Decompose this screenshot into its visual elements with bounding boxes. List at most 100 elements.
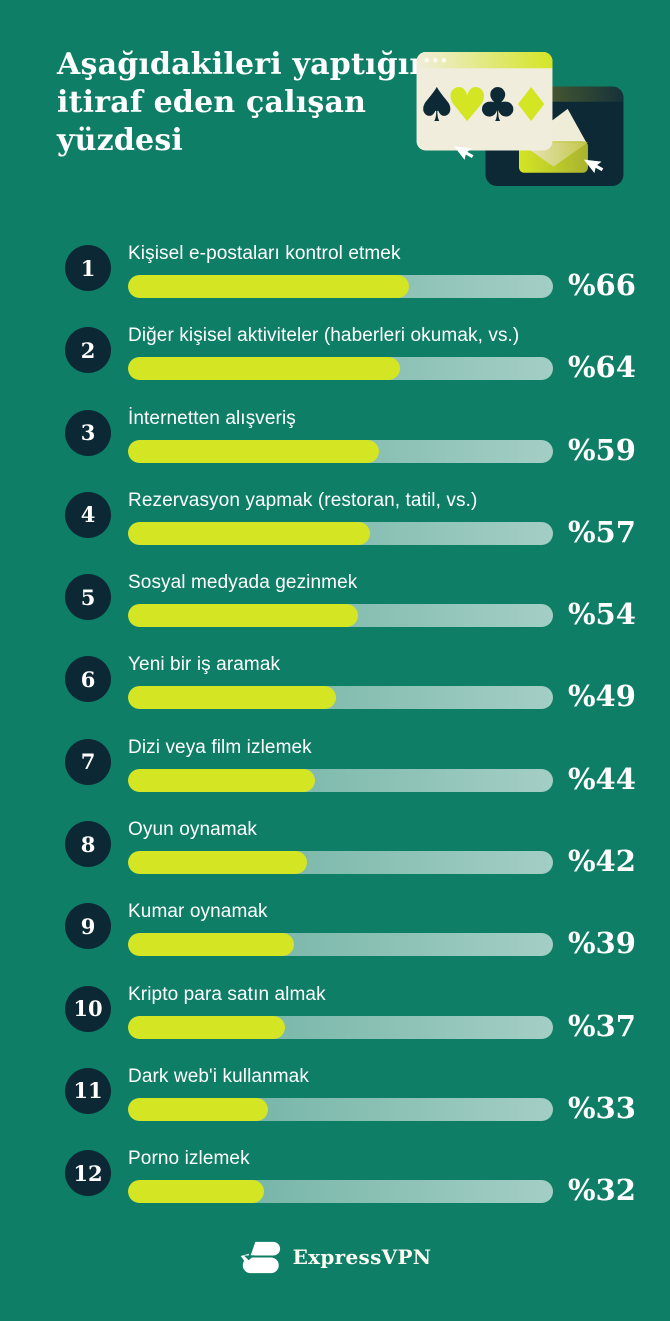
bar-fill bbox=[128, 275, 409, 298]
value-label: %33 bbox=[568, 1090, 636, 1125]
value-label: %39 bbox=[568, 926, 636, 961]
value-label: %64 bbox=[568, 350, 636, 385]
category-label: Dark web'i kullanmak bbox=[128, 1065, 309, 1087]
chart-row: 4 Rezervasyon yapmak (restoran, tatil, v… bbox=[65, 489, 636, 571]
category-label: İnternetten alışveriş bbox=[128, 407, 296, 429]
value-label: %44 bbox=[568, 761, 636, 796]
heart-icon: ♥ bbox=[446, 79, 488, 133]
bar-fill bbox=[128, 604, 358, 628]
rank-badge: 12 bbox=[65, 1150, 111, 1197]
value-label: %32 bbox=[568, 1173, 636, 1208]
bar-fill bbox=[128, 521, 371, 545]
bar-fill bbox=[128, 933, 294, 957]
diamond-icon: ♦ bbox=[510, 79, 552, 133]
chart-row: 11 Dark web'i kullanmak %33 bbox=[65, 1065, 636, 1147]
chart-row: 1 Kişisel e-postaları kontrol etmek %66 bbox=[65, 242, 636, 324]
category-label: Sosyal medyada gezinmek bbox=[128, 572, 358, 594]
bar-chart: 1 Kişisel e-postaları kontrol etmek %66 … bbox=[65, 242, 636, 1230]
cursor-icon bbox=[583, 159, 604, 174]
chart-row: 10 Kripto para satın almak %37 bbox=[65, 983, 636, 1065]
category-label: Kişisel e-postaları kontrol etmek bbox=[128, 243, 401, 264]
chart-row: 7 Dizi veya film izlemek %44 bbox=[65, 736, 636, 818]
rank-badge: 10 bbox=[65, 985, 111, 1032]
rank-number: 9 bbox=[80, 913, 96, 939]
bar-track bbox=[128, 439, 553, 463]
club-icon: ♣ bbox=[477, 79, 519, 133]
bar-track bbox=[128, 686, 553, 710]
chart-row: 9 Kumar oynamak %39 bbox=[65, 900, 636, 982]
rank-badge: 4 bbox=[65, 491, 111, 538]
chart-row: 12 Porno izlemek %32 bbox=[65, 1147, 636, 1229]
rank-badge: 1 bbox=[65, 245, 111, 291]
bar-track bbox=[128, 1015, 553, 1039]
title-line-3: yüzdesi bbox=[57, 123, 184, 158]
rank-badge: 6 bbox=[65, 656, 111, 703]
rank-number: 12 bbox=[73, 1160, 103, 1186]
chart-row: 5 Sosyal medyada gezinmek %54 bbox=[65, 571, 636, 653]
bar-fill bbox=[128, 1180, 264, 1204]
rank-number: 2 bbox=[80, 337, 96, 363]
bar-track bbox=[128, 357, 553, 381]
bar-track bbox=[128, 604, 553, 628]
rank-number: 7 bbox=[80, 749, 96, 775]
rank-number: 11 bbox=[73, 1078, 103, 1104]
brand-name: ExpressVPN bbox=[292, 1245, 432, 1269]
expressvpn-logo-icon bbox=[240, 1241, 280, 1274]
cursor-icon bbox=[454, 146, 474, 160]
value-label: %54 bbox=[568, 597, 636, 632]
bar-track bbox=[128, 521, 553, 545]
category-label: Diğer kişisel aktiviteler (haberleri oku… bbox=[128, 325, 520, 347]
brand-footer: ExpressVPN bbox=[0, 1240, 670, 1274]
bar-fill bbox=[128, 851, 307, 875]
rank-number: 5 bbox=[80, 584, 96, 610]
rank-badge: 3 bbox=[65, 409, 111, 456]
rank-number: 1 bbox=[80, 255, 96, 281]
browser-window: ♠ ♥ ♣ ♦ bbox=[416, 52, 553, 160]
category-label: Oyun oynamak bbox=[128, 819, 257, 841]
value-label: %37 bbox=[568, 1008, 636, 1043]
spade-icon: ♠ bbox=[416, 79, 458, 133]
value-label: %42 bbox=[568, 844, 636, 879]
bar-fill bbox=[128, 686, 337, 710]
rank-number: 3 bbox=[80, 420, 96, 446]
bar-fill bbox=[128, 357, 400, 381]
chart-row: 2 Diğer kişisel aktiviteler (haberleri o… bbox=[65, 324, 636, 406]
category-label: Kumar oynamak bbox=[128, 901, 268, 923]
bar-track bbox=[128, 768, 553, 792]
category-label: Rezervasyon yapmak (restoran, tatil, vs.… bbox=[128, 489, 478, 511]
category-label: Dizi veya film izlemek bbox=[128, 736, 312, 758]
rank-number: 10 bbox=[73, 996, 103, 1022]
chart-row: 6 Yeni bir iş aramak %49 bbox=[65, 653, 636, 735]
bar-fill bbox=[128, 1015, 286, 1039]
value-label: %59 bbox=[568, 432, 636, 467]
chart-row: 3 İnternetten alışveriş %59 bbox=[65, 407, 636, 489]
chart-row: 8 Oyun oynamak %42 bbox=[65, 818, 636, 900]
window-dots-icon bbox=[424, 57, 447, 63]
rank-badge: 5 bbox=[65, 574, 111, 621]
category-label: Yeni bir iş aramak bbox=[128, 654, 281, 676]
rank-number: 8 bbox=[80, 831, 96, 857]
value-label: %49 bbox=[568, 679, 636, 714]
rank-number: 4 bbox=[80, 502, 96, 528]
rank-badge: 7 bbox=[65, 738, 111, 785]
bar-track bbox=[128, 851, 553, 875]
title-line-1: Aşağıdakileri yaptığını bbox=[57, 47, 443, 82]
bar-fill bbox=[128, 1097, 269, 1121]
window-body bbox=[416, 52, 553, 151]
title-line-2: itiraf eden çalışan bbox=[57, 85, 367, 120]
bar-track bbox=[128, 933, 553, 957]
rank-number: 6 bbox=[80, 666, 96, 692]
value-label: %66 bbox=[568, 268, 636, 302]
rank-badge: 2 bbox=[65, 327, 111, 374]
bar-fill bbox=[128, 768, 315, 792]
window-titlebar bbox=[416, 52, 553, 69]
bar-track bbox=[128, 1097, 553, 1121]
bar-fill bbox=[128, 439, 379, 463]
bar-track bbox=[128, 275, 553, 298]
page-title: Aşağıdakileri yaptığını itiraf eden çalı… bbox=[57, 46, 443, 160]
bar-track bbox=[128, 1180, 553, 1204]
category-label: Kripto para satın almak bbox=[128, 983, 326, 1005]
category-label: Porno izlemek bbox=[128, 1148, 250, 1170]
rank-badge: 11 bbox=[65, 1067, 111, 1114]
